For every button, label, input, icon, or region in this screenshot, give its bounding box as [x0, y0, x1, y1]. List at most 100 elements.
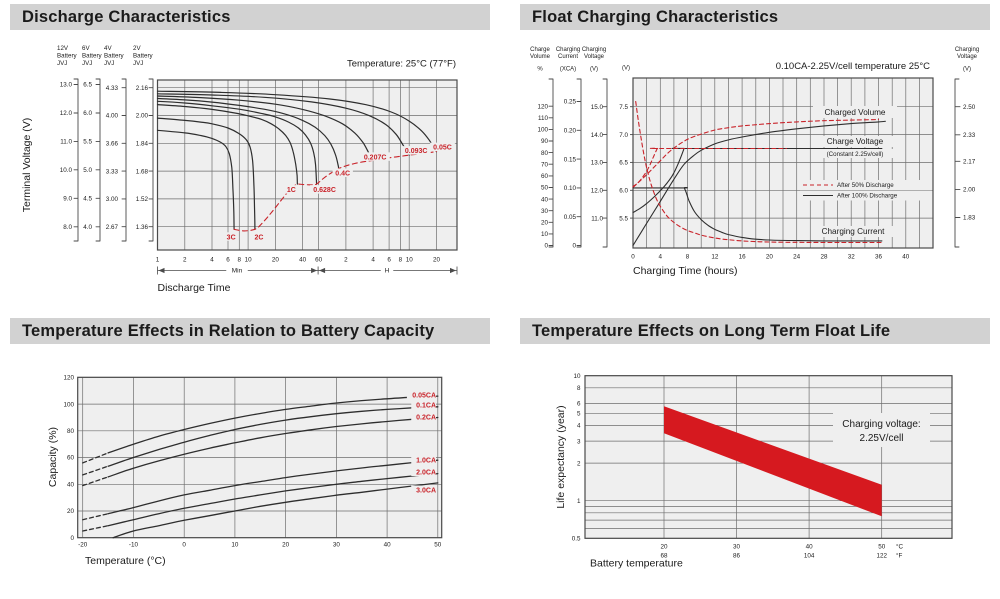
- panel-discharge-characteristics: 3C 2C 1C 0.628C 0.4C 0.207C 0.093C 0.05C 12V Batt…: [0, 0, 500, 299]
- c1-svg: Charged Volume Charge Voltage (Constant 2.…: [530, 47, 979, 277]
- svg-text:6.0: 6.0: [83, 110, 92, 117]
- scale-bracket: [73, 78, 79, 242]
- svg-text:13.0: 13.0: [60, 82, 73, 89]
- svg-text:2.00: 2.00: [136, 113, 149, 120]
- svg-text:1.68: 1.68: [136, 168, 149, 175]
- scale-header: (V): [622, 66, 630, 72]
- svg-text:4: 4: [371, 257, 375, 264]
- svg-text:20: 20: [282, 542, 290, 549]
- svg-text:8: 8: [238, 257, 242, 264]
- scale-header: (XCA): [560, 67, 576, 73]
- svg-text:100: 100: [537, 127, 548, 134]
- svg-text:2.50: 2.50: [963, 104, 976, 111]
- scale-header: Battery: [104, 53, 125, 60]
- svg-text:5.0: 5.0: [83, 167, 92, 174]
- svg-text:7.5: 7.5: [619, 104, 628, 111]
- series-label-2C: 2C: [254, 234, 263, 241]
- series-label-0.2CA: 0.2CA: [416, 415, 436, 422]
- series-0: [632, 120, 886, 247]
- discharge-chart: 3C 2C 1C 0.628C 0.4C 0.207C 0.093C 0.05C 12V Batt…: [0, 0, 500, 299]
- svg-text:20: 20: [272, 257, 280, 264]
- svg-text:20: 20: [67, 508, 75, 515]
- svg-text:2: 2: [183, 257, 187, 264]
- svg-text:10.0: 10.0: [60, 167, 73, 174]
- svg-text:0: 0: [631, 254, 635, 261]
- scale-header: Charging: [582, 47, 606, 53]
- scale-bracket: [95, 78, 101, 242]
- scale-header: Charging: [955, 47, 979, 53]
- svg-text:24: 24: [793, 254, 801, 261]
- section-title: Float Charging Characteristics: [532, 7, 779, 26]
- series-0.05C: [156, 90, 438, 153]
- scale-header: JVJ: [57, 60, 67, 67]
- series-label-3C: 3C: [227, 234, 236, 241]
- svg-text:11.0: 11.0: [591, 215, 603, 222]
- scale-header: %: [537, 67, 543, 73]
- scale-header: Charge: [530, 47, 550, 53]
- range-label-Min: Min: [232, 268, 243, 275]
- svg-text:1.84: 1.84: [136, 141, 149, 148]
- x-axis-title: Charging Time (hours): [633, 265, 737, 277]
- svg-text:32: 32: [848, 254, 856, 261]
- series-label-0.4C: 0.4C: [335, 170, 350, 177]
- svg-text:1: 1: [577, 498, 581, 505]
- svg-text:9.0: 9.0: [63, 196, 72, 203]
- series-0.2CA-dashed: [82, 476, 109, 487]
- panel-temperature-effects-capacity: 0.05CA 0.1CA 0.2CA 1.0CA 2.0CA 3.0CA 0 20 40 60 80…: [0, 300, 500, 599]
- svg-text:40: 40: [384, 542, 392, 549]
- series-1.0CA: [107, 459, 439, 515]
- temperature-note: Temperature: 25°C (77°F): [347, 59, 456, 70]
- svg-text:40: 40: [67, 481, 75, 488]
- series-3C: [156, 129, 235, 230]
- svg-text:5.5: 5.5: [619, 215, 628, 222]
- svg-text:0: 0: [182, 542, 186, 549]
- y-axis-title: Terminal Voltage (V): [21, 118, 33, 213]
- scale-header: Battery: [133, 53, 154, 60]
- series-label-1.0CA: 1.0CA: [416, 458, 436, 465]
- panel-temperature-effects-float-life: Charging voltage: 2.25V/cell 10 8 6 5 4 3 2 1 0.5 2…: [500, 300, 1000, 599]
- svg-text:90: 90: [541, 138, 549, 145]
- svg-text:7.0: 7.0: [619, 132, 628, 139]
- scale-header: JVJ: [104, 60, 114, 67]
- svg-text:10: 10: [406, 257, 414, 264]
- svg-text:50: 50: [434, 542, 442, 549]
- svg-text:4.0: 4.0: [83, 224, 92, 231]
- series-1C: [156, 104, 298, 185]
- unit-celsius: °C: [896, 543, 904, 551]
- series-0.2CA: [107, 416, 439, 478]
- svg-text:4: 4: [577, 423, 581, 430]
- svg-text:122: 122: [876, 553, 887, 560]
- scale-header: (V): [963, 67, 971, 73]
- svg-text:0.05: 0.05: [564, 214, 577, 221]
- scale-header: JVJ: [133, 60, 143, 67]
- svg-text:120: 120: [537, 103, 548, 110]
- range-label-H: H: [385, 268, 390, 275]
- svg-text:60: 60: [315, 257, 323, 264]
- svg-text:12.0: 12.0: [60, 110, 73, 117]
- x-axis-title: Temperature (°C): [85, 555, 166, 567]
- svg-text:4.33: 4.33: [106, 85, 119, 92]
- series-3.0CA: [112, 482, 439, 539]
- section-header: Float Charging Characteristics: [520, 4, 990, 30]
- svg-text:6.5: 6.5: [619, 160, 628, 167]
- svg-text:16: 16: [739, 254, 747, 261]
- svg-text:2: 2: [577, 460, 581, 467]
- svg-text:-10: -10: [129, 542, 139, 549]
- unit-fahrenheit: °F: [896, 552, 903, 560]
- svg-text:20: 20: [541, 219, 549, 226]
- scale-bracket: [576, 78, 582, 248]
- scale-header: Battery: [82, 53, 103, 60]
- svg-text:11.0: 11.0: [60, 139, 72, 146]
- scale-header: 2V: [133, 45, 141, 52]
- scale-header: 12V: [57, 45, 69, 52]
- svg-text:15.0: 15.0: [591, 104, 604, 111]
- svg-text:40: 40: [541, 196, 549, 203]
- svg-text:10: 10: [245, 257, 253, 264]
- svg-text:6: 6: [577, 401, 581, 408]
- svg-text:28: 28: [820, 254, 828, 261]
- series-2.0CA: [107, 472, 439, 527]
- svg-text:3: 3: [577, 438, 581, 445]
- svg-text:12: 12: [711, 254, 719, 261]
- svg-text:4: 4: [210, 257, 214, 264]
- section-title: Temperature Effects on Long Term Float L…: [532, 321, 891, 340]
